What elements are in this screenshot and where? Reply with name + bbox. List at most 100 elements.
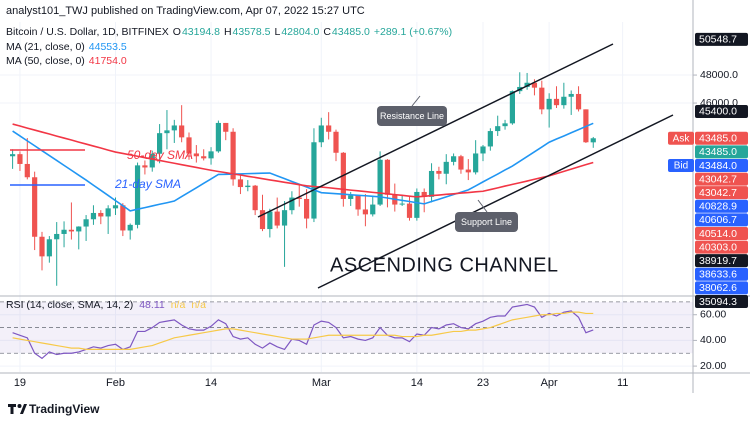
ohlc-label: C [323,26,331,38]
candle-body [406,203,413,218]
price-label-box [695,267,748,281]
annotation: Resistance Line [380,111,444,121]
candle-body [142,165,148,168]
y-tick-label: 20.00 [700,360,726,372]
candle-body [348,195,354,199]
candle-body [134,165,141,225]
candle-body [575,93,582,110]
candle-body [83,219,89,227]
callout-box [455,212,518,232]
line-series [12,123,594,198]
candle-body [120,205,126,231]
candle-body [157,133,163,154]
callout-box [377,106,447,126]
candle-body [252,185,258,211]
axis-labels: 19 Feb 14 Mar 14 23 Apr 1148000.046000.060.0040… [14,32,748,389]
candle-body [164,130,170,134]
y-tick-label: 40.00 [700,334,726,346]
candle-body [98,212,104,217]
callout-arrow [477,199,488,213]
candle-body [553,98,560,106]
candle-body [193,153,199,157]
line-series [12,303,594,360]
price-label: 43484.0 [699,160,737,172]
candle-body [171,125,177,131]
price-label-box [695,172,748,186]
candle-body [561,96,567,106]
legend-value: n/a [191,299,206,311]
x-tick-label: 14 [411,377,423,389]
x-tick-label: 19 [14,377,26,389]
annotation: 50-day SMA [127,148,193,162]
candle-body [487,131,493,147]
price-label-box [695,131,748,145]
candle-body [443,161,449,174]
legend-value: 44553.5 [89,41,127,53]
candle-body [215,122,221,152]
price-label-box [695,240,748,254]
price-label: 38633.6 [699,269,737,281]
price-label: 40828.9 [699,201,737,213]
price-label: 38062.6 [699,282,737,294]
candle-body [61,229,67,234]
candle-body [208,151,214,159]
candle-body [384,159,391,195]
x-tick-label: Mar [312,377,331,389]
candle-body [333,131,339,153]
ohlc-value: 43485.0 [332,26,370,38]
ohlc-label: H [224,26,232,38]
price-label-box [695,104,748,118]
candle-body [90,212,97,220]
candle-body [399,203,405,205]
price-label: 43485.0 [699,146,737,158]
x-tick-label: Apr [541,377,558,389]
line-series [12,311,594,350]
legend-entry: MA (21, close, 0) [6,41,85,53]
candle-body [473,153,479,173]
legend-title: RSI (14, close, SMA, 14, 2) [6,299,133,311]
price-label: 43042.7 [699,173,737,185]
candle-body [267,211,273,230]
price-tag: Bid [674,161,688,172]
callout-arrow [411,95,421,107]
price-label: 35094.3 [699,296,737,308]
candle-body [274,211,280,226]
channel-lower [317,114,674,289]
candle-body [186,137,192,154]
candle-body [201,156,207,159]
x-tick-label: 14 [205,377,217,389]
candle-body [54,233,60,240]
candle-body [436,170,442,174]
candle-body [451,156,457,162]
annotation: 21-day SMA [114,177,181,191]
candle-body [458,156,464,170]
candle-body [465,169,471,173]
legend-title: Bitcoin / U.S. Dollar, 1D, BITFINEX [6,26,169,38]
candle-body [24,163,30,178]
price-label-box [695,213,748,227]
ohlc-value: 42804.0 [281,26,319,38]
candle-body [377,159,383,205]
candle-body [230,131,236,180]
candle-body [531,82,538,88]
candle-body [539,87,545,110]
candle-body [362,209,368,215]
price-label: 45400.0 [699,106,737,118]
candle-body [480,146,486,154]
candle-body [495,126,501,132]
candle-body [304,198,310,219]
candle-body [245,185,251,188]
ohlc-value: 43194.8 [182,26,220,38]
candle-body [355,195,361,210]
candle-body [568,93,574,97]
x-tick-label: Feb [106,377,125,389]
marks [10,72,596,360]
price-label-box [695,186,748,200]
candle-body [32,177,38,237]
annotation: ASCENDING CHANNEL [330,254,559,276]
candle-body [421,191,427,197]
price-label: 50548.7 [699,34,737,46]
price-label-box [695,158,748,172]
price-tag-box [668,131,694,145]
